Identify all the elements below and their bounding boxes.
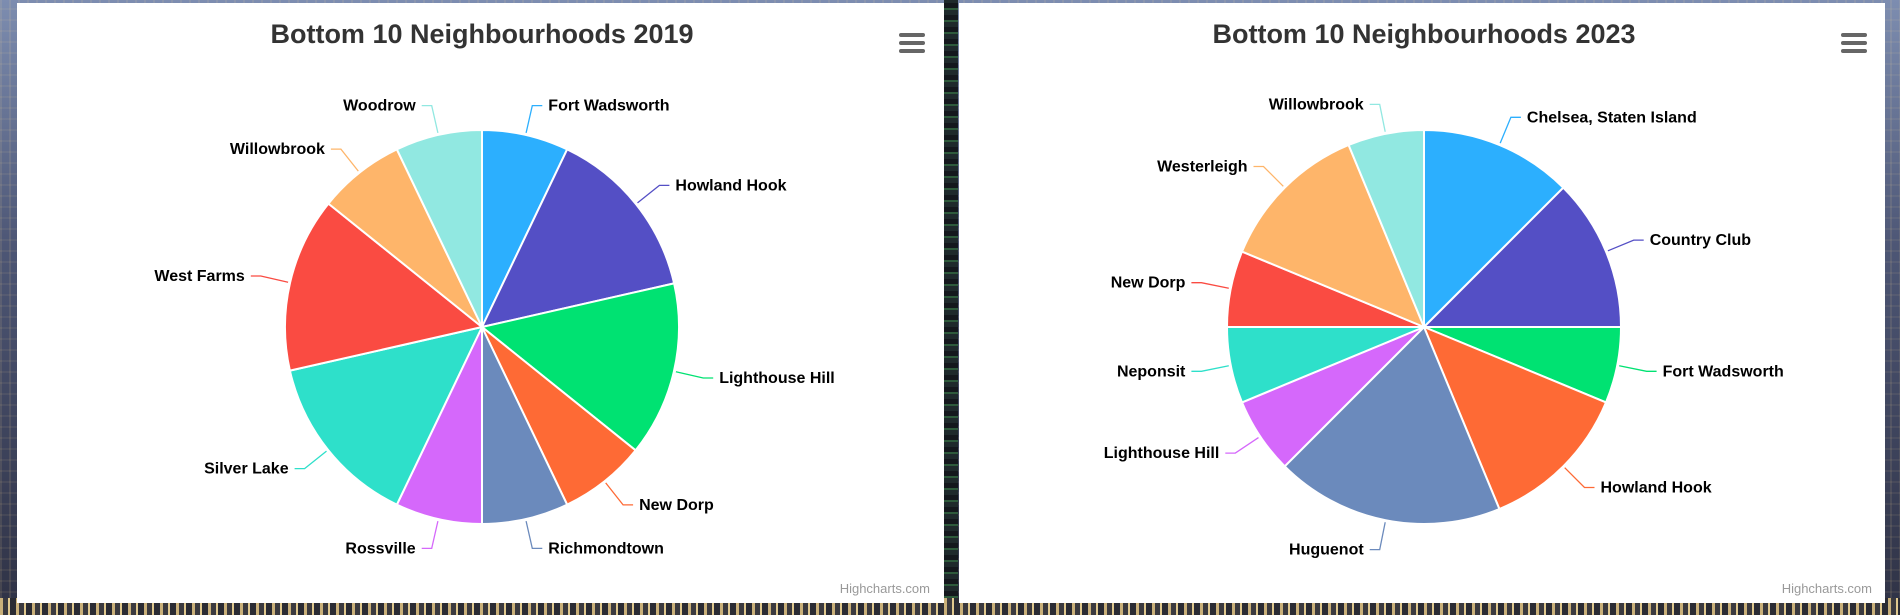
connector-line: [421, 104, 439, 134]
pie-slice-willowbrook[interactable]: [1347, 129, 1425, 328]
pie-slice-huguenot[interactable]: [1283, 326, 1501, 525]
data-label: New Dorp: [639, 497, 714, 514]
data-label: Country Club: [1650, 232, 1752, 249]
pie-slice-country-club[interactable]: [1423, 186, 1622, 328]
pie-slice-west-farms[interactable]: [284, 202, 483, 372]
connector-line: [605, 482, 634, 506]
data-label: West Farms: [154, 268, 245, 285]
connector-line: [1191, 282, 1229, 289]
connector-line: [1369, 103, 1386, 132]
connector-line: [1191, 365, 1229, 372]
data-label: Huguenot: [1289, 542, 1364, 559]
chart-panel-2023: Bottom 10 Neighbourhoods 2023 Chelsea, S…: [959, 3, 1885, 603]
data-label: Howland Hook: [675, 177, 786, 194]
credits-link[interactable]: Highcharts.com: [840, 581, 930, 596]
data-label: Willowbrook: [230, 141, 325, 158]
connector-line: [675, 371, 714, 379]
pie-chart-2019: Bottom 10 Neighbourhoods 2019 Fort Wadsw…: [154, 19, 930, 596]
connector-line: [294, 450, 327, 470]
background-divider: [944, 0, 958, 615]
pie-labels: Fort Wadsworth Howland Hook Lighthouse Hil…: [154, 98, 834, 558]
data-label: Silver Lake: [204, 461, 289, 478]
pie-slice-westerleigh[interactable]: [1241, 144, 1425, 328]
data-label: Woodrow: [343, 98, 416, 115]
data-label: Fort Wadsworth: [548, 98, 669, 115]
data-label: Lighthouse Hill: [1104, 445, 1220, 462]
connector-line: [421, 520, 439, 550]
connector-line: [1607, 239, 1644, 252]
pie-slice-woodrow[interactable]: [395, 129, 483, 328]
connector-line: [1253, 165, 1284, 187]
pie-slice-chelsea-staten-island[interactable]: [1423, 129, 1565, 328]
data-label: Chelsea, Staten Island: [1527, 109, 1697, 126]
data-label: Fort Wadsworth: [1663, 363, 1784, 380]
connector-line: [1369, 522, 1386, 551]
pie-slices: [284, 129, 680, 525]
hamburger-menu-icon: [1841, 33, 1867, 53]
pie-slice-howland-hook[interactable]: [1423, 326, 1607, 510]
data-label: Rossville: [345, 540, 415, 557]
connector-line: [525, 104, 543, 134]
data-label: Willowbrook: [1269, 96, 1364, 113]
data-label: New Dorp: [1111, 275, 1186, 292]
pie-slice-howland-hook[interactable]: [481, 148, 676, 328]
hamburger-menu-icon: [899, 33, 925, 53]
connector-line: [1564, 467, 1595, 489]
connector-line: [1225, 437, 1259, 454]
credits-link[interactable]: Highcharts.com: [1782, 581, 1872, 596]
pie-slices: [1226, 129, 1622, 525]
data-label: Westerleigh: [1157, 159, 1247, 176]
connector-line: [525, 520, 543, 550]
pie-labels: Chelsea, Staten Island Country Club Fort W…: [1104, 96, 1784, 558]
connector-line: [1619, 365, 1657, 372]
chart-title: Bottom 10 Neighbourhoods 2019: [270, 19, 693, 49]
chart-menu-button[interactable]: [897, 31, 927, 57]
pie-slice-silver-lake[interactable]: [288, 326, 483, 506]
pie-chart-2023: Bottom 10 Neighbourhoods 2023 Chelsea, S…: [1104, 19, 1872, 596]
connector-line: [330, 148, 359, 172]
connector-line: [637, 184, 670, 204]
data-label: Lighthouse Hill: [719, 370, 835, 387]
pie-slice-lighthouse-hill[interactable]: [481, 282, 680, 452]
connector-line: [1499, 116, 1521, 144]
connector-line: [250, 275, 289, 283]
chart-title: Bottom 10 Neighbourhoods 2023: [1212, 19, 1635, 49]
chart-menu-button[interactable]: [1839, 31, 1869, 57]
data-label: Richmondtown: [548, 540, 664, 557]
data-label: Howland Hook: [1601, 480, 1712, 497]
chart-panel-2019: Bottom 10 Neighbourhoods 2019 Fort Wadsw…: [17, 3, 944, 603]
data-label: Neponsit: [1117, 363, 1186, 380]
